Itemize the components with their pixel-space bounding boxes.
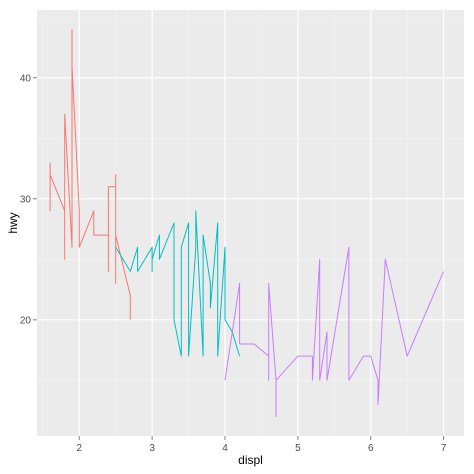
series-line-3 <box>224 246 445 418</box>
series-line-2 <box>115 210 241 357</box>
y-tick-label: 30 <box>20 194 32 205</box>
y-axis-title: hwy <box>6 212 20 233</box>
y-axis: 20 30 40 <box>20 73 37 326</box>
x-axis-title: displ <box>238 453 263 467</box>
x-tick-label: 2 <box>76 443 82 454</box>
x-tick-label: 7 <box>441 443 447 454</box>
series-layer <box>49 28 445 418</box>
x-tick-label: 5 <box>295 443 301 454</box>
x-tick-label: 3 <box>149 443 155 454</box>
x-tick-label: 6 <box>368 443 374 454</box>
plot-panel <box>37 10 464 436</box>
y-tick-label: 20 <box>20 315 32 326</box>
y-tick-label: 40 <box>20 73 32 84</box>
x-tick-label: 4 <box>222 443 228 454</box>
series-line-1 <box>49 28 131 320</box>
x-axis: 2 3 4 5 6 7 <box>76 436 447 454</box>
